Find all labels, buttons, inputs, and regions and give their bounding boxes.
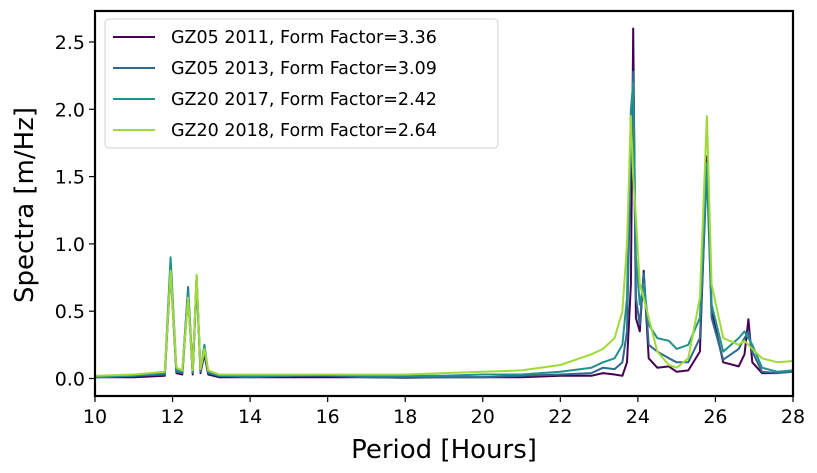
x-tick-label: 18 xyxy=(393,406,417,428)
x-tick-label: 12 xyxy=(160,406,184,428)
x-tick-label: 24 xyxy=(626,406,650,428)
legend-label-3: GZ20 2017, Form Factor=2.42 xyxy=(171,90,437,110)
y-tick-label: 2.5 xyxy=(55,32,85,54)
y-tick-label: 0.5 xyxy=(55,301,85,323)
y-tick-label: 1.5 xyxy=(55,167,85,189)
y-tick-label: 0.0 xyxy=(55,369,85,391)
legend-label-2: GZ05 2013, Form Factor=3.09 xyxy=(171,59,437,79)
y-axis: 0.0 0.5 1.0 1.5 2.0 2.5 xyxy=(55,32,95,391)
x-tick-label: 16 xyxy=(316,406,340,428)
x-tick-label: 10 xyxy=(83,406,107,428)
legend-label-4: GZ20 2018, Form Factor=2.64 xyxy=(171,121,437,141)
x-tick-label: 22 xyxy=(548,406,572,428)
y-axis-label: Spectra [m/Hz] xyxy=(10,107,40,303)
x-tick-label: 28 xyxy=(781,406,805,428)
legend-box xyxy=(104,18,499,149)
series-layer xyxy=(95,27,793,379)
series-line-4 xyxy=(95,115,793,377)
legend: GZ05 2011, Form Factor=3.36 GZ05 2013, Fo… xyxy=(104,18,499,149)
plot-frame xyxy=(93,9,795,398)
legend-label-1: GZ05 2011, Form Factor=3.36 xyxy=(171,28,437,48)
x-tick-label: 14 xyxy=(238,406,262,428)
x-axis: 10 12 14 16 18 20 22 24 26 28 xyxy=(83,396,805,428)
y-tick-label: 2.0 xyxy=(55,99,85,121)
x-tick-label: 26 xyxy=(703,406,727,428)
x-axis-label: Period [Hours] xyxy=(351,435,537,465)
x-tick-label: 20 xyxy=(471,406,495,428)
y-tick-label: 1.0 xyxy=(55,234,85,256)
